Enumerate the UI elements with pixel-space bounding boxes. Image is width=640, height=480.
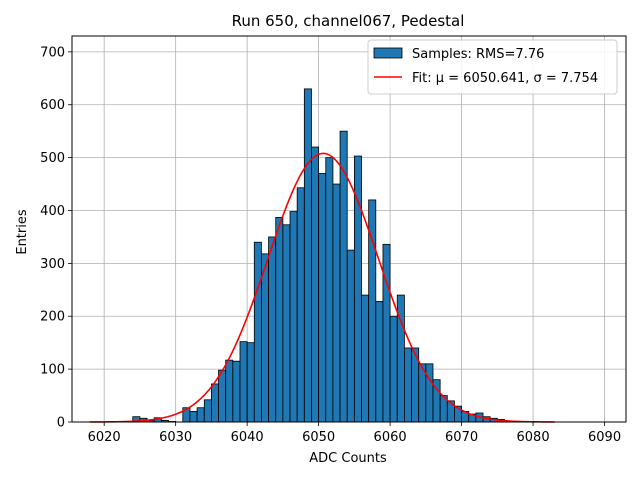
x-tick-label: 6060 [374, 430, 407, 445]
histogram-bar [296, 187, 305, 423]
histogram-bar [375, 301, 384, 423]
histogram-bar [239, 341, 248, 423]
x-tick-label: 6030 [159, 430, 192, 445]
x-tick-label: 6080 [517, 430, 550, 445]
histogram-bar [218, 369, 227, 423]
histogram-bar [318, 173, 327, 423]
y-tick-label: 200 [40, 310, 65, 325]
legend-swatch-samples [373, 47, 403, 59]
histogram-bar [311, 146, 320, 423]
y-tick-label: 0 [57, 416, 65, 431]
y-tick-label: 300 [40, 257, 65, 272]
fit-curve-layer [89, 152, 555, 423]
histogram-bar [275, 216, 284, 423]
histogram-bar [382, 243, 391, 423]
chart-title: Run 650, channel067, Pedestal [232, 12, 465, 30]
legend-label-samples: Samples: RMS=7.76 [412, 47, 544, 62]
histogram-bar [268, 236, 277, 423]
histogram-bar [189, 411, 198, 423]
x-tick-label: 6070 [445, 430, 478, 445]
histogram-bar [325, 157, 334, 423]
histogram-bar [346, 249, 355, 423]
y-axis-label: Entries [15, 209, 30, 255]
histogram-bar [282, 224, 291, 423]
y-tick-label: 500 [40, 151, 65, 166]
y-tick-label: 400 [40, 204, 65, 219]
y-tick-label: 600 [40, 98, 65, 113]
histogram-bar [225, 359, 234, 423]
histogram-bar [196, 407, 205, 423]
histogram-bar [289, 211, 298, 423]
x-tick-label: 6090 [588, 430, 621, 445]
histogram-bar [246, 342, 255, 423]
histogram-bar [210, 383, 219, 423]
x-tick-label: 6020 [88, 430, 121, 445]
x-axis-label: ADC Counts [309, 451, 387, 466]
histogram-bar [261, 253, 269, 423]
histogram-bar [361, 294, 370, 423]
histogram-bar [253, 241, 262, 423]
plot-frame [71, 35, 627, 423]
histogram-bar [389, 315, 398, 423]
legend-label-fit: Fit: μ = 6050.641, σ = 7.754 [412, 71, 598, 86]
x-tick-label: 6050 [302, 430, 335, 445]
legend: Samples: RMS=7.76 Fit: μ = 6050.641, σ =… [367, 39, 618, 95]
gaussian-fit-curve [89, 152, 555, 423]
y-tick-label: 100 [40, 363, 65, 378]
histogram-bar [403, 347, 412, 423]
histogram-bar [425, 363, 434, 423]
y-tick-label: 700 [40, 45, 65, 60]
histogram-bar [203, 399, 212, 423]
axis-ticks: 6020 6030 6040 6050 6060 6070 6080 6090 0 100 200 3… [40, 45, 621, 445]
legend-box [367, 39, 618, 95]
histogram-bar [332, 183, 341, 423]
histogram-bar [232, 360, 241, 423]
x-tick-label: 6040 [231, 430, 264, 445]
histogram-bars [132, 88, 513, 423]
histogram-bar [303, 88, 312, 423]
